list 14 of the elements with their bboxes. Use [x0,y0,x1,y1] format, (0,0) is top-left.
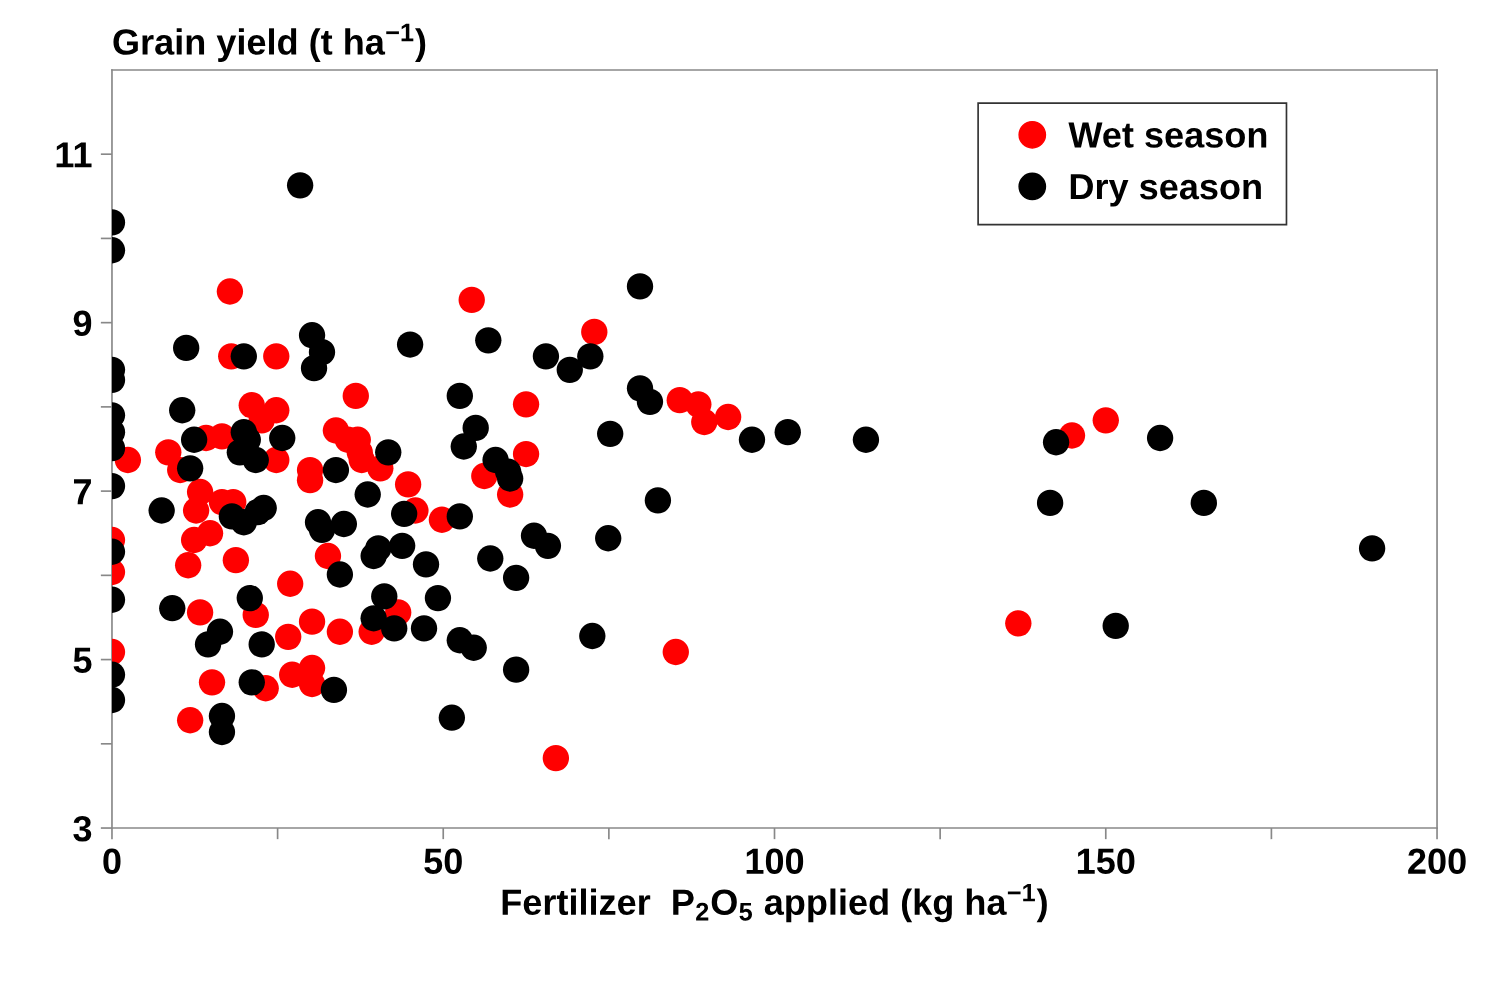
y-tick-label: 5 [73,647,92,674]
x-tick-label: 200 [1408,848,1466,875]
legend-label: Dry season [1070,174,1261,207]
legend-label: Wet season [1068,122,1267,148]
y-axis-title: Grain yield (t ha$^{−1}$) [113,23,426,62]
x-tick-label: 50 [424,848,462,875]
y-tick-label: 9 [73,310,92,337]
y-tick-label: 11 [56,142,92,168]
x-tick-label: 0 [103,848,121,875]
x-tick-label: 150 [1077,848,1135,875]
x-axis-title: Fertilizer P$_{2}$O$_{5}$ applied (kg ha$^{−1}$) [502,883,1047,923]
y-tick-label: 7 [74,479,91,505]
x-tick-label: 100 [746,848,804,875]
y-tick-label: 3 [73,815,92,842]
